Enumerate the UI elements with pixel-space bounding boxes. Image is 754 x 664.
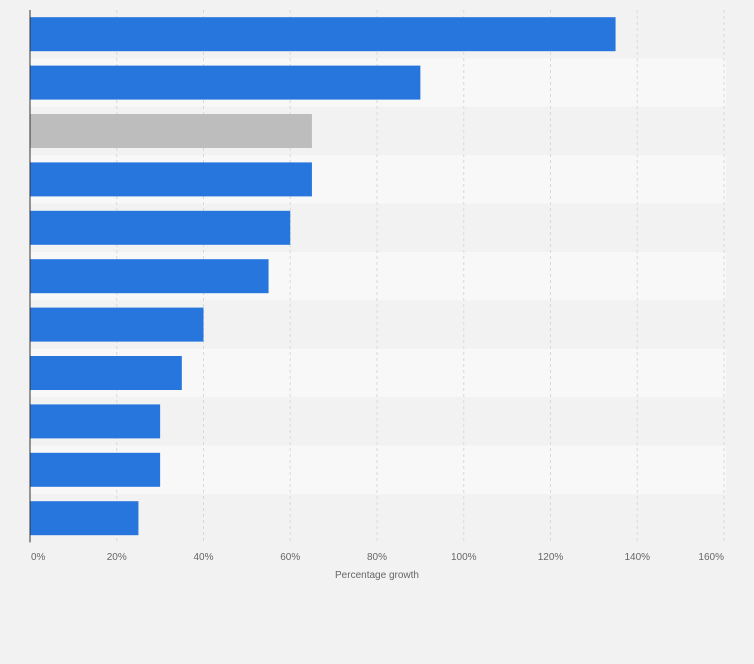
bar (30, 114, 312, 148)
bar (30, 501, 139, 536)
x-tick-label: 0% (31, 552, 46, 563)
bar (30, 307, 204, 342)
bar (30, 162, 312, 197)
bar (30, 356, 182, 390)
x-tick-label: 20% (107, 552, 127, 563)
x-tick-label: 80% (367, 552, 387, 563)
bar (30, 452, 161, 487)
x-axis-label: Percentage growth (335, 570, 419, 581)
x-tick-label: 160% (698, 552, 724, 563)
bar (30, 404, 161, 439)
bar (30, 65, 421, 100)
bar (30, 17, 616, 52)
x-tick-label: 60% (280, 552, 300, 563)
x-tick-label: 120% (538, 552, 564, 563)
bars (30, 17, 616, 536)
bar (30, 259, 269, 294)
row-band (30, 494, 726, 543)
bar (30, 210, 291, 245)
x-tick-label: 100% (451, 552, 477, 563)
x-axis-ticks: 0% 20% 40% 60% 80% 100% 120% 140% 160% (31, 552, 724, 563)
x-tick-label: 140% (624, 552, 650, 563)
x-tick-label: 40% (193, 552, 213, 563)
